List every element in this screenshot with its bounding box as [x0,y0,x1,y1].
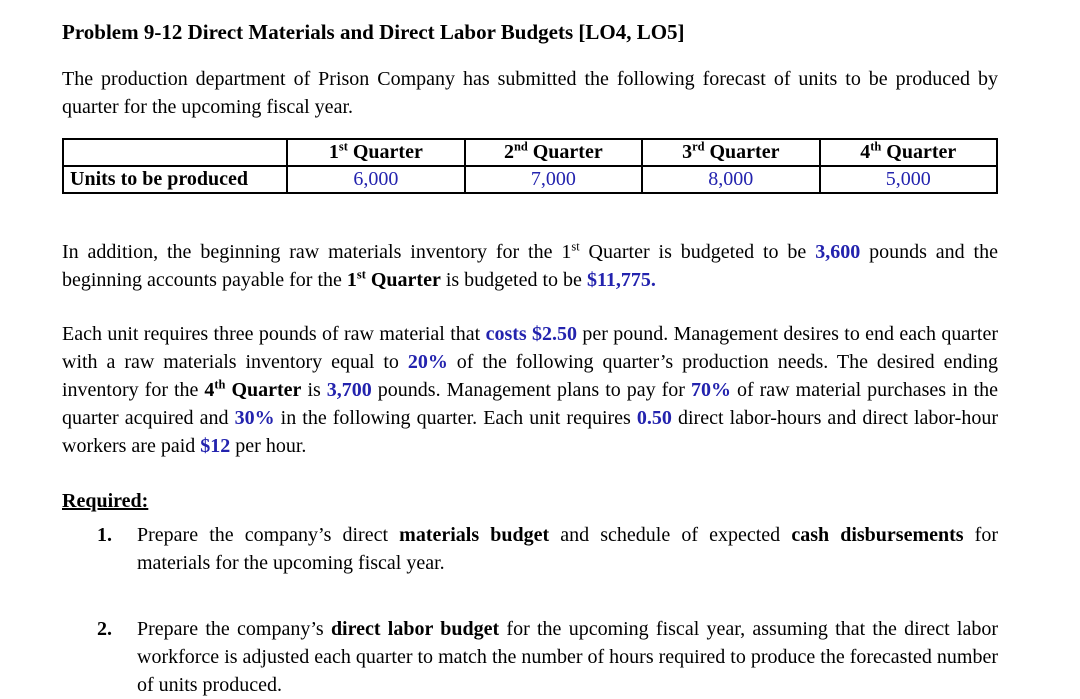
q4-header-sup: th [870,139,882,154]
text-run: and schedule of expected [549,524,792,546]
materials-budget-bold: materials budget [399,524,550,546]
q3-header-num: 3 [682,141,693,163]
q4-num: 4 [204,379,215,401]
q1-num: 1 [346,269,357,291]
q3-header-sup: rd [692,139,705,154]
q4-quarter-bold: 4th Quarter [204,377,302,401]
pay-current-pct: 70% [690,379,731,401]
q1-quarter-bold: 1st Quarter [346,267,441,291]
table-header-q1: 1st Quarter [286,138,466,167]
text-run: per pound. Management desires to end eac… [62,323,999,373]
text-run: of raw material purchases in the quarter… [62,379,999,429]
q4-header-word: Quarter [881,141,957,163]
pay-following-pct: 30% [234,407,275,429]
intro-paragraph: The production department of Prison Comp… [62,68,998,118]
q3-header-word: Quarter [704,141,780,163]
beginning-balances-paragraph: In addition, the beginning raw materials… [62,238,998,294]
requirements-details-paragraph: Each unit requires three pounds of raw m… [62,320,998,460]
labor-hours-per-unit: 0.50 [636,407,672,429]
requirement-1-number: 1. [97,524,112,546]
text-run: pounds and the beginning accounts payabl… [62,241,998,291]
q1-header-sup: st [338,139,348,154]
text-run: in the following quarter. Each unit requ… [274,407,637,429]
text-run: pounds. Management plans to pay for [371,379,691,401]
table-header-row: 1st Quarter 2nd Quarter 3rd Quarter 4th … [61,138,999,167]
table-row-units: Units to be produced 6,000 7,000 8,000 5… [61,165,999,194]
text-run: for materials for the upcoming fiscal ye… [137,524,998,574]
q2-header-word: Quarter [527,141,603,163]
text-run: Quarter is budgeted to be [579,241,816,263]
units-q1-value: 6,000 [286,165,466,194]
requirement-item-2: 2. Prepare the company’s direct labor bu… [62,615,998,699]
direct-labor-budget-bold: direct labor budget [330,618,500,640]
q4-sup: th [214,377,226,392]
q4-header-num: 4 [860,141,871,163]
table-header-q4: 4th Quarter [818,138,999,167]
q2-header-num: 2 [503,141,514,163]
ending-inventory-pct: 20% [407,351,448,373]
table-header-q3: 3rd Quarter [641,138,821,167]
ending-inventory-q4-value: 3,700 [326,379,372,401]
problem-title: Problem 9-12 Direct Materials and Direct… [62,20,685,44]
text-run: Each unit requires three pounds of raw m… [62,323,486,345]
text-run: is [301,379,327,401]
q1-header-num: 1 [328,141,339,163]
units-q2-value: 7,000 [463,165,644,194]
table-header-empty [61,138,289,167]
q1-sup: st [356,267,366,282]
units-q4-value: 5,000 [818,165,999,194]
accounts-payable-value: $11,775. [586,269,656,291]
q1-header-word: Quarter [347,141,423,163]
text-run: per hour. [230,435,307,457]
table-header-q2: 2nd Quarter [463,138,644,167]
q1-word: Quarter [365,269,441,291]
requirement-2-text: Prepare the company’s direct labor budge… [137,615,998,699]
text-run: Prepare the company’s [137,618,331,640]
text-run: of the following quarter’s production ne… [62,351,999,401]
text-run: Prepare the company’s direct [137,524,400,546]
q2-header-sup: nd [513,139,528,154]
requirement-2-number: 2. [97,618,112,640]
requirement-item-1: 1. Prepare the company’s direct material… [62,521,998,577]
labor-rate-value: $12 [200,435,231,457]
q4-word: Quarter [225,379,302,401]
text-run: for the upcoming fiscal year, assuming t… [137,618,998,696]
requirement-1-text: Prepare the company’s direct materials b… [137,521,998,577]
units-row-label: Units to be produced [61,165,289,194]
cash-disbursements-bold: cash disbursements [791,524,964,546]
required-heading: Required: [62,490,149,512]
text-run: direct labor-hours and direct labor-hour… [62,407,998,457]
q1-superscript: st [571,239,580,254]
production-forecast-table: 1st Quarter 2nd Quarter 3rd Quarter 4th … [61,138,999,194]
beginning-inventory-value: 3,600 [815,241,861,263]
text-run: is budgeted to be [440,269,587,291]
units-q3-value: 8,000 [641,165,821,194]
text-run: In addition, the beginning raw materials… [62,241,572,263]
cost-per-pound-value: costs $2.50 [485,323,578,345]
